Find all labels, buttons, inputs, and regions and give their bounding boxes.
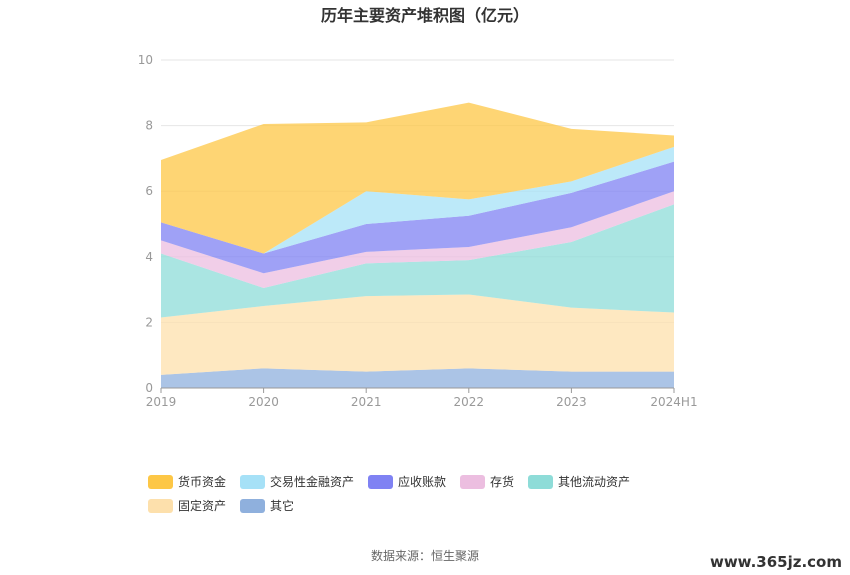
area-series <box>161 102 674 388</box>
x-tick-label: 2019 <box>146 395 177 409</box>
legend-label: 固定资产 <box>178 498 226 513</box>
chart-title: 历年主要资产堆积图（亿元） <box>321 6 529 25</box>
legend-swatch <box>460 475 485 489</box>
legend-item[interactable]: 货币资金 <box>148 474 226 489</box>
legend-swatch <box>148 475 173 489</box>
legend-item[interactable]: 其他流动资产 <box>528 475 630 489</box>
y-tick-label: 8 <box>145 119 153 133</box>
x-tick-label: 2023 <box>556 395 587 409</box>
x-tick-label: 2024H1 <box>650 395 697 409</box>
y-tick-label: 0 <box>145 381 153 395</box>
legend-label: 交易性金融资产 <box>270 474 354 489</box>
legend-label: 其它 <box>270 498 294 513</box>
area-series-1 <box>161 294 674 375</box>
legend-swatch <box>368 475 393 489</box>
area-series-6 <box>161 102 674 254</box>
x-tick-label: 2022 <box>454 395 485 409</box>
legend-swatch <box>528 475 553 489</box>
legend-item[interactable]: 交易性金融资产 <box>240 474 354 489</box>
legend-item[interactable]: 固定资产 <box>148 498 226 513</box>
area-series-5 <box>161 146 674 254</box>
legend-swatch <box>240 499 265 513</box>
legend-label: 存货 <box>490 474 514 489</box>
y-tick-label: 4 <box>145 250 153 264</box>
area-series-2 <box>161 204 674 318</box>
legend-swatch <box>148 499 173 513</box>
legend-label: 货币资金 <box>178 474 226 489</box>
legend-item[interactable]: 其它 <box>240 498 294 513</box>
watermark: www.365jz.com <box>710 553 842 571</box>
area-series-4 <box>161 161 674 274</box>
legend-label: 其他流动资产 <box>558 475 630 489</box>
x-tick-label: 2020 <box>248 395 279 409</box>
legend-swatch <box>240 475 265 489</box>
y-tick-label: 6 <box>145 184 153 198</box>
legend-item[interactable]: 存货 <box>460 474 514 489</box>
data-source: 数据来源：恒生聚源 <box>371 548 479 563</box>
legend-item[interactable]: 应收账款 <box>368 474 446 489</box>
area-series-0 <box>161 368 674 388</box>
axes: 0 2 4 6 8 10 2019 2020 2021 2022 2023 2024H1 <box>138 53 698 409</box>
area-series-3 <box>161 191 674 288</box>
x-tick-label: 2021 <box>351 395 382 409</box>
y-tick-label: 2 <box>145 315 153 329</box>
legend-label: 应收账款 <box>398 474 446 489</box>
y-tick-label: 10 <box>138 53 153 67</box>
